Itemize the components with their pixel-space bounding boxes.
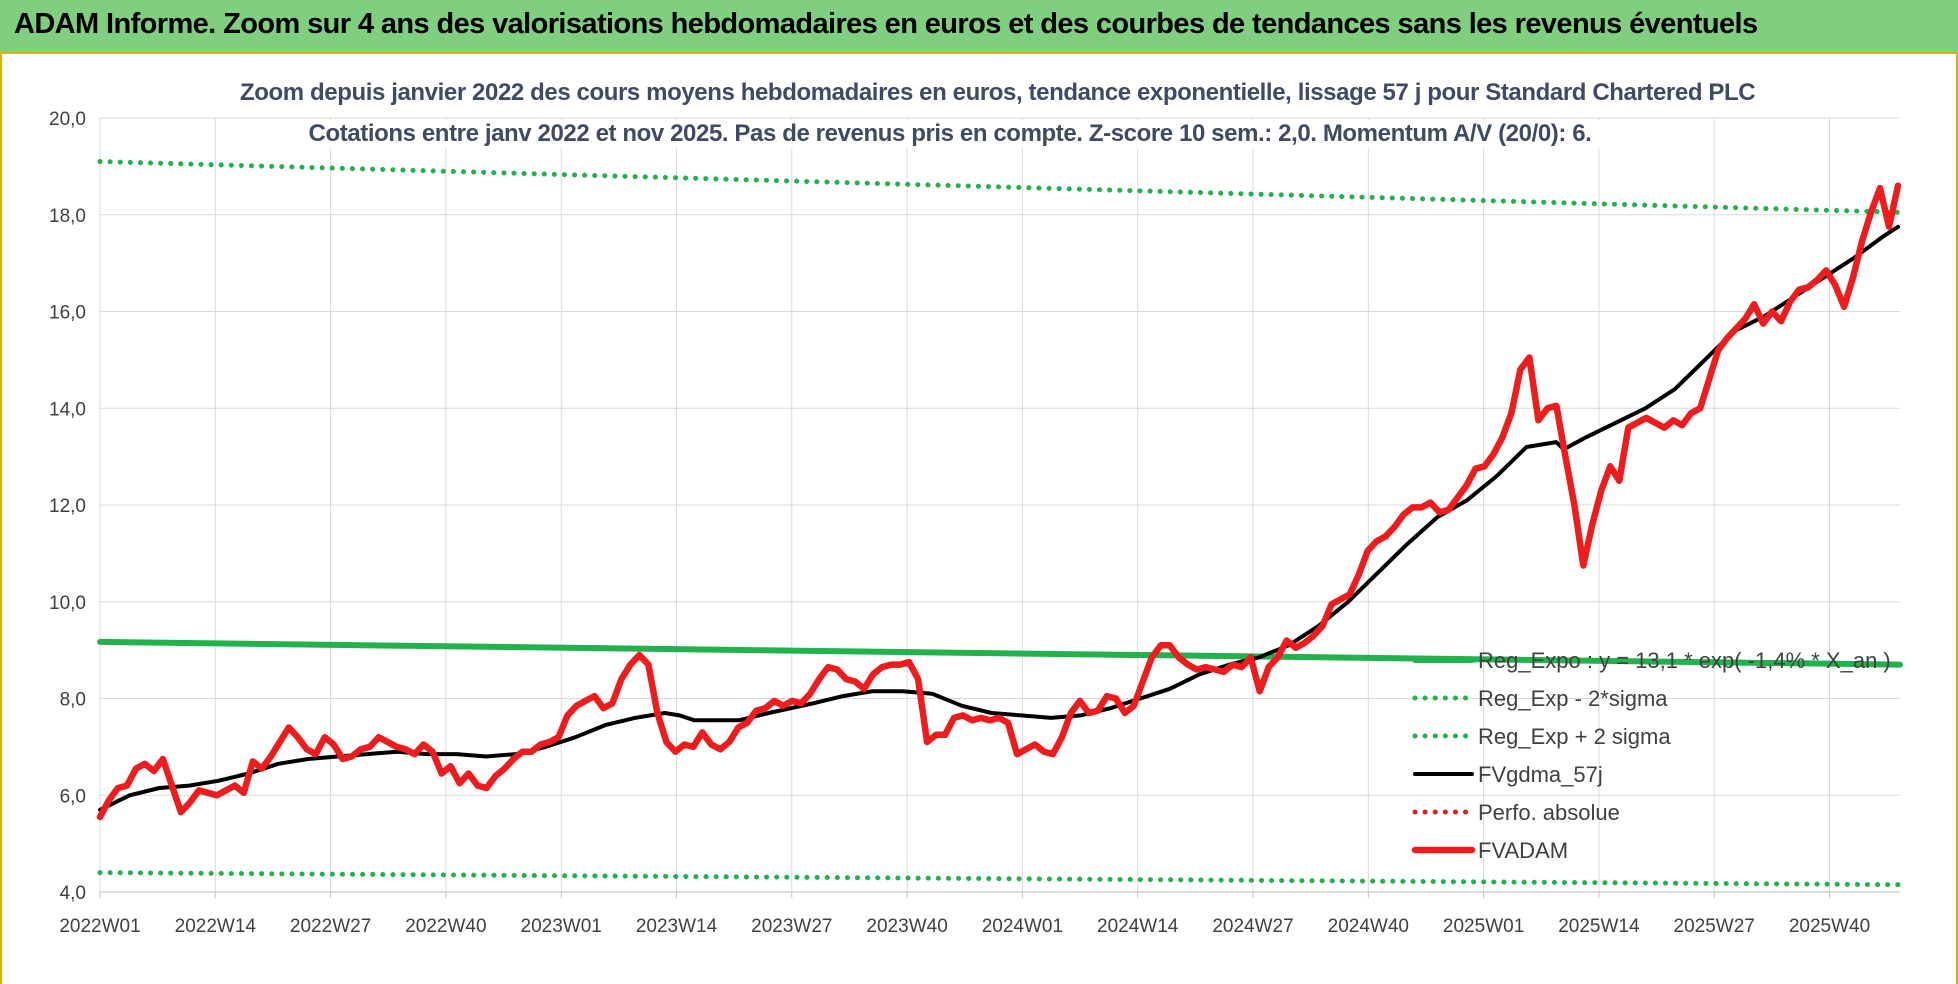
x-tick-label: 2024W27 xyxy=(1212,916,1293,937)
y-tick-label: 20,0 xyxy=(49,109,86,130)
x-tick-label: 2025W27 xyxy=(1674,916,1755,937)
y-tick-label: 16,0 xyxy=(49,303,86,324)
report-title: ADAM Informe. Zoom sur 4 ans des valoris… xyxy=(14,8,1758,40)
legend: Reg_Expo : y = 13,1 * exp( -1,4% * X_an … xyxy=(1411,648,1891,863)
x-tick-label: 2023W14 xyxy=(636,916,718,937)
y-tick-label: 6,0 xyxy=(60,786,86,807)
y-tick-label: 14,0 xyxy=(49,399,86,420)
x-tick-label: 2024W14 xyxy=(1097,916,1179,937)
chart-subtitle: Cotations entre janv 2022 et nov 2025. P… xyxy=(240,120,1660,148)
y-axis: 4,0 6,0 8,0 10,0 12,0 14,0 16,0 18,0 20,0 xyxy=(49,109,86,904)
x-tick-label: 2022W01 xyxy=(59,916,140,937)
y-tick-label: 18,0 xyxy=(49,206,86,227)
legend-label: Reg_Exp - 2*sigma xyxy=(1478,686,1668,711)
chart-title: Zoom depuis janvier 2022 des cours moyen… xyxy=(240,79,1756,107)
y-tick-label: 8,0 xyxy=(60,690,86,711)
x-tick-label: 2025W40 xyxy=(1789,916,1870,937)
series-line-reg_exp xyxy=(97,159,1903,215)
legend-label: Perfo. absolue xyxy=(1478,800,1620,825)
legend-label: Reg_Expo : y = 13,1 * exp( -1,4% * X_an … xyxy=(1478,648,1891,673)
x-tick-label: 2023W27 xyxy=(751,916,832,937)
x-tick-label: 2023W01 xyxy=(521,916,602,937)
report-banner: ADAM Informe. Zoom sur 4 ans des valoris… xyxy=(0,0,1958,54)
legend-label: Reg_Exp + 2 sigma xyxy=(1478,724,1671,749)
x-tick-label: 2023W40 xyxy=(866,916,947,937)
y-tick-label: 4,0 xyxy=(60,883,86,904)
x-tick-label: 2024W40 xyxy=(1328,916,1409,937)
x-tick-label: 2025W14 xyxy=(1558,916,1640,937)
series-line-fvadam xyxy=(96,182,1902,821)
y-tick-label: 10,0 xyxy=(49,593,86,614)
series-line-fvgdma_57j xyxy=(98,224,1900,812)
x-tick-label: 2022W27 xyxy=(290,916,371,937)
plot-area xyxy=(96,159,1903,888)
grid xyxy=(99,117,1900,898)
x-tick-label: 2022W40 xyxy=(405,916,486,937)
x-axis: 2022W01 2022W14 2022W27 2022W40 2023W01 2023W… xyxy=(59,916,1870,937)
x-tick-label: 2024W01 xyxy=(982,916,1063,937)
y-tick-label: 12,0 xyxy=(49,496,86,517)
series-line-reg_expo xyxy=(97,638,1903,668)
series-line-reg_exp xyxy=(97,870,1903,888)
x-tick-label: 2025W01 xyxy=(1443,916,1524,937)
x-tick-label: 2022W14 xyxy=(175,916,257,937)
legend-label: FVADAM xyxy=(1478,838,1568,863)
legend-label: FVgdma_57j xyxy=(1478,762,1603,787)
chart-frame xyxy=(0,54,1958,984)
